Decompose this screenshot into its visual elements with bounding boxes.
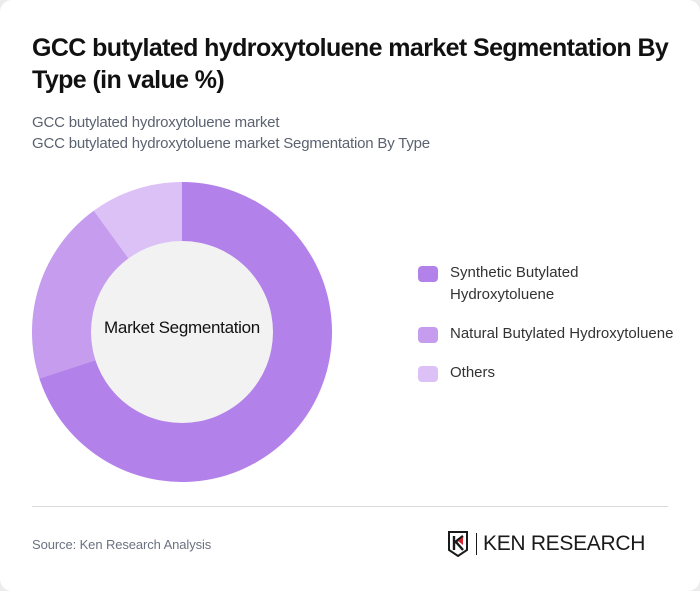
logo-separator — [476, 533, 477, 555]
chart-subtitle-market: GCC butylated hydroxytoluene market — [32, 114, 280, 131]
legend-label-others: Others — [450, 364, 496, 381]
legend-item-others[interactable]: Others — [418, 362, 678, 384]
donut-center — [91, 241, 273, 423]
source-note: Source: Ken Research Analysis — [32, 537, 212, 552]
legend-swatch-natural — [418, 327, 438, 343]
chart-title: GCC butylated hydroxytoluene market Segm… — [32, 34, 669, 94]
legend-item-synthetic[interactable]: Synthetic Butylated Hydroxytoluene — [418, 262, 678, 306]
legend-label-natural: Natural Butylated Hydroxytoluene — [450, 325, 674, 342]
legend-label-synthetic: Synthetic Butylated Hydroxytoluene — [450, 264, 579, 303]
footer-divider — [32, 506, 668, 507]
ken-research-logo: KEN RESEARCH — [447, 531, 669, 557]
legend-item-natural[interactable]: Natural Butylated Hydroxytoluene — [418, 323, 678, 345]
legend: Synthetic Butylated Hydroxytoluene Natur… — [418, 262, 678, 401]
ken-research-logo-icon — [448, 531, 468, 557]
logo-text: KEN RESEARCH — [483, 532, 646, 555]
donut-center-label: Market Segmentation — [104, 318, 260, 337]
legend-swatch-synthetic — [418, 266, 438, 282]
chart-subtitle-segmentation: GCC butylated hydroxytoluene market Segm… — [32, 135, 430, 152]
legend-swatch-others — [418, 366, 438, 382]
donut-chart — [32, 182, 332, 482]
